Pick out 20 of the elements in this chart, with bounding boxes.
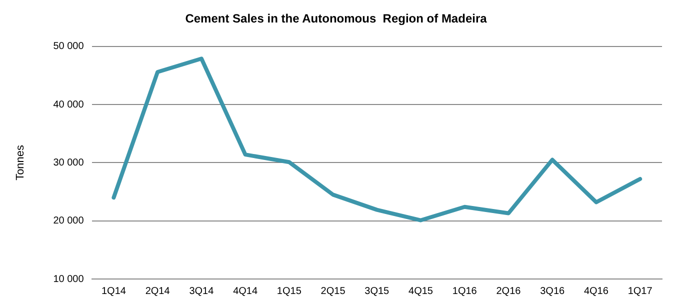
x-tick-label: 2Q16 — [496, 286, 522, 297]
x-tick-label: 1Q14 — [101, 286, 126, 297]
x-tick-label: 3Q15 — [364, 286, 390, 297]
x-tick-label: 4Q15 — [408, 286, 434, 297]
chart-title: Cement Sales in the Autonomous Region of Madeira — [185, 12, 488, 26]
x-tick-label: 2Q14 — [145, 286, 170, 297]
y-tick-label: 40 000 — [53, 99, 84, 110]
y-tick-label: 10 000 — [53, 274, 84, 285]
x-tick-label: 1Q15 — [276, 286, 302, 297]
y-tick-label: 20 000 — [53, 216, 84, 227]
y-axis-title: Tonnes — [14, 144, 27, 180]
x-tick-label: 1Q17 — [628, 286, 653, 297]
y-tick-label: 50 000 — [53, 41, 84, 52]
x-tick-label: 1Q16 — [452, 286, 478, 297]
x-tick-label: 4Q14 — [233, 286, 258, 297]
x-tick-label: 2Q15 — [320, 286, 346, 297]
x-tick-label: 3Q16 — [540, 286, 566, 297]
x-tick-label: 4Q16 — [584, 286, 609, 297]
y-tick-label: 30 000 — [53, 157, 84, 168]
x-tick-label: 3Q14 — [189, 286, 214, 297]
